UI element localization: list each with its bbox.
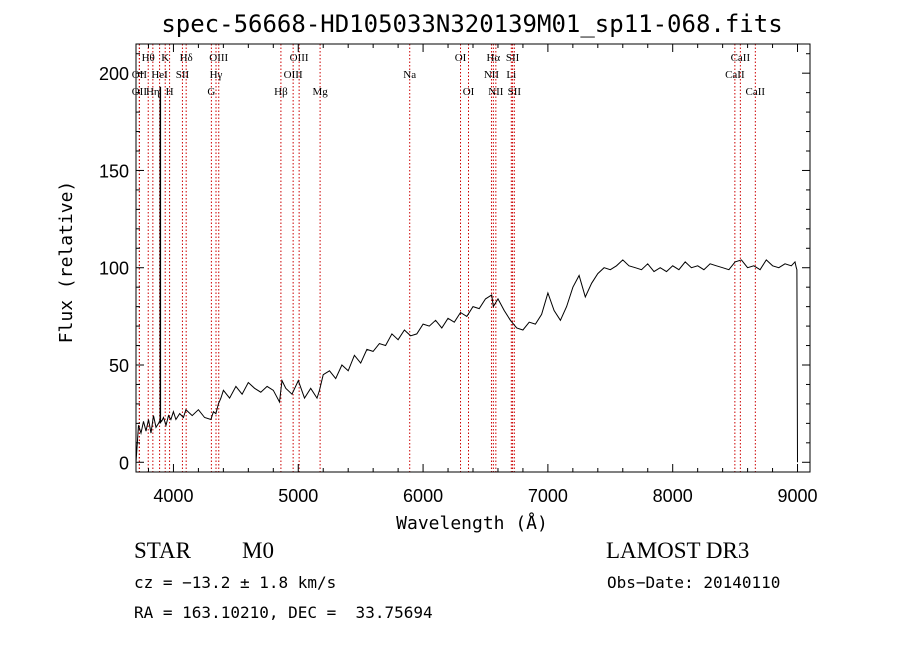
line-label: CaII — [731, 52, 751, 64]
plot-frame — [135, 43, 811, 473]
line-label: SII — [176, 69, 190, 81]
x-axis-label: Wavelength (Å) — [396, 512, 548, 534]
x-tick-label: 8000 — [653, 486, 693, 506]
line-label: OI — [463, 86, 475, 98]
line-label: Hγ — [210, 69, 223, 81]
line-label: NII — [484, 69, 500, 81]
x-tick-label: 4000 — [153, 486, 193, 506]
redshift-value: cz = −13.2 ± 1.8 km/s — [134, 573, 337, 592]
chart-title: spec-56668-HD105033N320139M01_sp11-068.f… — [161, 10, 782, 38]
line-label: HeI — [151, 69, 168, 81]
line-label: Hη — [146, 86, 160, 98]
line-label: SII — [508, 86, 522, 98]
line-label: OII — [132, 69, 148, 81]
x-axis: 4000 5000 6000 7000 8000 9000 — [147, 44, 818, 506]
line-label: NII — [488, 86, 504, 98]
line-label: Hδ — [180, 52, 193, 64]
x-tick-label: 5000 — [278, 486, 318, 506]
x-tick-label: 7000 — [528, 486, 568, 506]
line-label: Hβ — [274, 86, 288, 98]
line-label: G — [207, 86, 215, 98]
line-label: Mg — [312, 86, 328, 98]
line-label: OIII — [209, 52, 228, 64]
line-label: OIII — [284, 69, 303, 81]
line-label: OIII — [290, 52, 309, 64]
line-label: CaII — [725, 69, 745, 81]
y-tick-label: 150 — [99, 161, 129, 181]
spectrum-line — [135, 259, 798, 463]
coordinates: RA = 163.10210, DEC = 33.75694 — [134, 603, 433, 622]
line-label: OI — [455, 52, 467, 64]
x-tick-label: 6000 — [403, 486, 443, 506]
y-tick-label: 200 — [99, 64, 129, 84]
y-tick-label: 0 — [119, 453, 129, 473]
line-label: CaII — [746, 86, 766, 98]
line-label: Hα — [486, 52, 500, 64]
line-label: Li — [506, 69, 516, 81]
line-label: Na — [403, 69, 416, 81]
emission-line-markers — [138, 44, 756, 472]
observation-date: Obs−Date: 20140110 — [607, 573, 781, 592]
object-class: STAR — [134, 538, 191, 563]
line-label: OII — [132, 86, 148, 98]
line-label: SII — [506, 52, 520, 64]
line-label: Hθ — [142, 52, 155, 64]
survey-name: LAMOST DR3 — [606, 538, 750, 563]
y-axis: 0 50 100 150 200 — [99, 53, 810, 473]
object-subclass: M0 — [242, 538, 274, 563]
line-label: H — [166, 86, 174, 98]
x-tick-label: 9000 — [777, 486, 817, 506]
y-tick-label: 50 — [109, 356, 129, 376]
line-label: K — [161, 52, 169, 64]
y-tick-label: 100 — [99, 259, 129, 279]
y-axis-label: Flux (relative) — [56, 181, 77, 344]
